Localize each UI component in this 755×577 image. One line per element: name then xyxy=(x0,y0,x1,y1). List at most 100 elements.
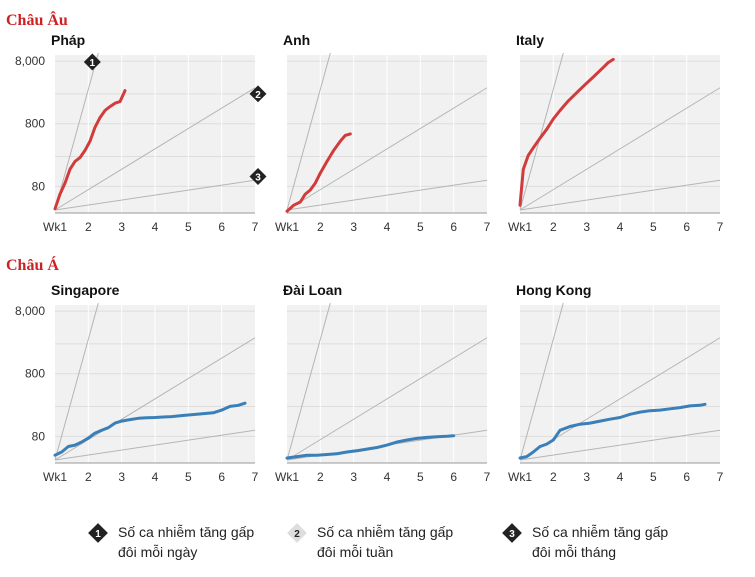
x-tick-label: 4 xyxy=(617,470,624,484)
reference-line-monthly xyxy=(519,179,721,211)
x-tick-label: 4 xyxy=(384,470,391,484)
x-tick-label: Wk1 xyxy=(508,220,532,234)
x-tick-label: 2 xyxy=(550,220,557,234)
reference-line-weekly xyxy=(54,87,256,211)
reference-line-daily xyxy=(286,302,331,461)
legend-item-2: 2 Số ca nhiễm tăng gấp đôi mỗi tuần xyxy=(287,523,453,560)
x-tick-label: Wk1 xyxy=(508,470,532,484)
x-tick-label: 4 xyxy=(152,470,159,484)
x-tick-label: 2 xyxy=(550,470,557,484)
reference-line-weekly xyxy=(286,337,488,461)
y-tick-label: 80 xyxy=(32,179,46,193)
legend-text-line2: đôi mỗi tháng xyxy=(532,544,616,560)
x-tick-label: 2 xyxy=(85,470,92,484)
badge-number: 2 xyxy=(255,90,261,101)
x-tick-label: 3 xyxy=(583,220,590,234)
panel-title: Italy xyxy=(516,32,544,48)
x-tick-label: 5 xyxy=(650,220,657,234)
legend-diamond xyxy=(502,523,522,543)
legend-number: 3 xyxy=(509,529,515,540)
y-tick-label: 80 xyxy=(32,429,46,443)
legend-text-line2: đôi mỗi ngày xyxy=(118,544,197,560)
x-tick-label: 3 xyxy=(118,470,125,484)
legend-item-3: 3 Số ca nhiễm tăng gấp đôi mỗi tháng xyxy=(502,523,668,560)
legend-diamond xyxy=(287,523,307,543)
reference-badge-1: 1 xyxy=(83,53,101,71)
x-tick-label: 6 xyxy=(450,470,457,484)
panel-title: Anh xyxy=(283,32,310,48)
x-tick-label: 3 xyxy=(350,470,357,484)
reference-line-weekly xyxy=(519,87,721,211)
x-tick-label: Wk1 xyxy=(43,220,67,234)
panel-2: Wk1 2 3 4 5 6 7 Anh xyxy=(275,32,491,234)
series-line xyxy=(285,434,456,460)
badge-diamond xyxy=(249,85,267,103)
series-line xyxy=(285,132,352,213)
x-tick-label: 5 xyxy=(650,470,657,484)
panel-title: Pháp xyxy=(51,32,85,48)
legend: 1 Số ca nhiễm tăng gấp đôi mỗi ngày 2 Số ca … xyxy=(88,523,668,560)
x-tick-label: 3 xyxy=(118,220,125,234)
x-tick-label: 6 xyxy=(683,220,690,234)
panel-5: Wk1 2 3 4 5 6 7 Đài Loan xyxy=(275,282,491,484)
x-tick-label: 7 xyxy=(717,470,724,484)
legend-item-1: 1 Số ca nhiễm tăng gấp đôi mỗi ngày xyxy=(88,523,254,560)
x-tick-label: 5 xyxy=(185,470,192,484)
legend-number: 1 xyxy=(95,529,101,540)
series-line xyxy=(518,57,615,207)
x-tick-label: 6 xyxy=(450,220,457,234)
series-line xyxy=(53,401,247,457)
x-tick-label: 3 xyxy=(583,470,590,484)
x-tick-label: 4 xyxy=(384,220,391,234)
legend-text-line1: Số ca nhiễm tăng gấp xyxy=(118,524,254,540)
x-tick-label: 7 xyxy=(717,220,724,234)
reference-line-monthly xyxy=(54,429,256,461)
panel-1: 1 2 3 Wk1 2 3 4 5 6 7 80 800 8,000 Pháp xyxy=(15,32,267,234)
reference-line-daily xyxy=(519,52,564,211)
x-tick-label: 2 xyxy=(85,220,92,234)
panel-title: Đài Loan xyxy=(283,282,342,298)
x-tick-label: 3 xyxy=(350,220,357,234)
x-tick-label: 2 xyxy=(317,220,324,234)
reference-line-weekly xyxy=(286,87,488,211)
x-tick-label: 7 xyxy=(484,220,491,234)
x-tick-label: Wk1 xyxy=(275,220,299,234)
legend-text-line1: Số ca nhiễm tăng gấp xyxy=(317,524,453,540)
badge-number: 3 xyxy=(255,172,261,183)
x-tick-label: 7 xyxy=(484,470,491,484)
series-line xyxy=(518,402,707,460)
x-tick-label: 5 xyxy=(417,220,424,234)
panel-4: Wk1 2 3 4 5 6 7 80 800 8,000 Singapore xyxy=(15,282,259,484)
legend-text-line1: Số ca nhiễm tăng gấp xyxy=(532,524,668,540)
reference-line-daily xyxy=(54,302,99,461)
reference-line-daily xyxy=(286,52,331,211)
region-label-asia: Châu Á xyxy=(6,255,59,274)
x-tick-label: 7 xyxy=(252,220,259,234)
legend-number: 2 xyxy=(294,529,300,540)
y-tick-label: 800 xyxy=(25,367,45,381)
badge-number: 1 xyxy=(90,58,96,69)
region-label-europe: Châu Âu xyxy=(6,10,68,29)
x-tick-label: 7 xyxy=(252,470,259,484)
x-tick-label: 4 xyxy=(152,220,159,234)
panel-6: Wk1 2 3 4 5 6 7 Hong Kong xyxy=(508,282,724,484)
badge-diamond xyxy=(249,167,267,185)
reference-badge-3: 3 xyxy=(249,167,267,185)
legend-text-line2: đôi mỗi tuần xyxy=(317,544,393,560)
reference-line-daily xyxy=(519,302,564,461)
y-tick-label: 8,000 xyxy=(15,304,45,318)
x-tick-label: 6 xyxy=(683,470,690,484)
x-tick-label: 5 xyxy=(185,220,192,234)
reference-line-monthly xyxy=(54,179,256,211)
x-tick-label: 6 xyxy=(218,470,225,484)
reference-badge-2: 2 xyxy=(249,85,267,103)
badge-diamond xyxy=(83,53,101,71)
x-tick-label: Wk1 xyxy=(43,470,67,484)
reference-line-monthly xyxy=(519,429,721,461)
panel-title: Singapore xyxy=(51,282,120,298)
reference-line-monthly xyxy=(286,179,488,211)
x-tick-label: 2 xyxy=(317,470,324,484)
y-tick-label: 800 xyxy=(25,117,45,131)
